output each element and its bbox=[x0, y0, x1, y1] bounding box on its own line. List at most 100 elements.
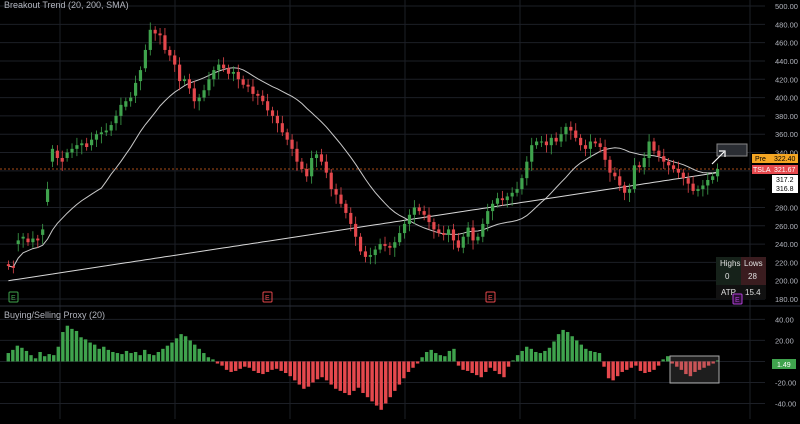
candle-body bbox=[583, 145, 588, 149]
candle-body bbox=[114, 115, 118, 124]
candle-body bbox=[36, 238, 40, 241]
candle-body bbox=[437, 229, 441, 234]
proxy-bar bbox=[493, 361, 497, 371]
pre-label-badge bbox=[752, 154, 772, 163]
candle-body bbox=[613, 172, 617, 177]
proxy-bar bbox=[488, 361, 493, 368]
ticker-value: 321.67 bbox=[774, 167, 796, 174]
candle-body bbox=[632, 165, 637, 190]
proxy-bar bbox=[334, 361, 338, 389]
proxy-bar bbox=[347, 361, 352, 396]
proxy-bar bbox=[102, 346, 106, 362]
proxy-bar bbox=[684, 361, 688, 375]
proxy-bar bbox=[461, 361, 465, 370]
candle-body bbox=[285, 132, 289, 140]
candle-body bbox=[432, 222, 436, 230]
y-tick-label: 180.00 bbox=[775, 295, 798, 304]
candle-body bbox=[50, 148, 55, 162]
candle-body bbox=[715, 168, 720, 177]
candle-body bbox=[222, 64, 226, 69]
proxy-bar bbox=[465, 361, 470, 371]
proxy-bar bbox=[265, 361, 270, 372]
candle-body bbox=[60, 157, 64, 162]
candle-body bbox=[427, 214, 431, 223]
proxy-bar bbox=[74, 330, 79, 362]
proxy-bar bbox=[279, 361, 283, 371]
event-marker-4[interactable]: E bbox=[732, 293, 743, 305]
proxy-bar bbox=[361, 361, 365, 393]
proxy-bar bbox=[261, 361, 265, 375]
proxy-bar bbox=[138, 355, 142, 362]
proxy-y-tick-label: -40.00 bbox=[775, 399, 796, 408]
proxy-bar bbox=[288, 361, 292, 377]
event-marker-3[interactable]: E bbox=[485, 291, 496, 303]
candle-body bbox=[349, 212, 353, 224]
y-tick-label: 380.00 bbox=[775, 112, 798, 121]
proxy-bar bbox=[170, 342, 174, 362]
candle-body bbox=[270, 110, 275, 116]
candle-body bbox=[138, 70, 143, 82]
candle-body bbox=[251, 86, 255, 94]
candle-body bbox=[662, 156, 666, 162]
ticker-label: TSLA bbox=[753, 167, 771, 174]
candle-body bbox=[481, 223, 485, 237]
proxy-bar bbox=[529, 348, 533, 362]
proxy-bar bbox=[620, 361, 624, 372]
candle-body bbox=[94, 134, 99, 140]
sma-200-line bbox=[8, 172, 718, 282]
lows-value: 28 bbox=[748, 272, 757, 281]
candle-body bbox=[231, 71, 235, 74]
event-marker-2[interactable]: E bbox=[262, 291, 273, 303]
y-tick-label: 280.00 bbox=[775, 203, 798, 212]
proxy-bar bbox=[174, 338, 179, 362]
proxy-bar bbox=[438, 355, 443, 362]
candle-body bbox=[173, 55, 177, 65]
proxy-bar bbox=[24, 350, 29, 362]
candle-body bbox=[398, 233, 402, 243]
y-tick-label: 200.00 bbox=[775, 277, 798, 286]
proxy-bar bbox=[584, 348, 588, 362]
candle-body bbox=[334, 189, 338, 195]
sma200-badge bbox=[772, 184, 798, 193]
proxy-bar bbox=[152, 355, 156, 362]
proxy-bar bbox=[652, 361, 656, 370]
proxy-bar bbox=[565, 332, 570, 362]
y-tick-label: 260.00 bbox=[775, 222, 798, 231]
proxy-bar bbox=[552, 341, 556, 362]
main-pane-title: Breakout Trend (20, 200, SMA) bbox=[4, 0, 129, 10]
proxy-bar bbox=[638, 361, 643, 371]
candle-body bbox=[45, 189, 50, 202]
candle-body bbox=[549, 137, 553, 146]
candle-body bbox=[637, 165, 641, 168]
candle-body bbox=[212, 70, 216, 80]
candle-body bbox=[6, 264, 11, 267]
price-badges: Pre 322.40 TSLA 321.67 317.2 316.8 1.49 bbox=[752, 154, 798, 369]
candle-body bbox=[226, 68, 231, 74]
proxy-bar bbox=[706, 361, 711, 366]
proxy-bar bbox=[193, 344, 197, 362]
proxy-bar bbox=[511, 360, 515, 362]
proxy-bar bbox=[97, 348, 101, 362]
candles bbox=[6, 22, 720, 274]
proxy-bar bbox=[83, 339, 88, 362]
proxy-bar bbox=[561, 329, 565, 362]
candle-body bbox=[153, 29, 157, 34]
candle-body bbox=[618, 176, 622, 186]
y-tick-label: 480.00 bbox=[775, 20, 798, 29]
y-tick-label: 420.00 bbox=[775, 75, 798, 84]
proxy-bar bbox=[397, 361, 402, 385]
stats-table: Highs Lows 0 28 ATP 15.4 bbox=[716, 257, 766, 299]
pre-value: 322.40 bbox=[774, 156, 796, 163]
proxy-bar bbox=[661, 359, 665, 362]
proxy-value-badge bbox=[772, 359, 796, 369]
candle-body bbox=[671, 165, 676, 169]
candle-body bbox=[530, 145, 534, 162]
candle-body bbox=[246, 84, 250, 87]
event-marker-1[interactable]: E bbox=[8, 291, 19, 303]
candle-body bbox=[471, 227, 475, 241]
candle-body bbox=[368, 255, 372, 257]
candle-body bbox=[593, 141, 597, 144]
candle-body bbox=[378, 244, 382, 250]
